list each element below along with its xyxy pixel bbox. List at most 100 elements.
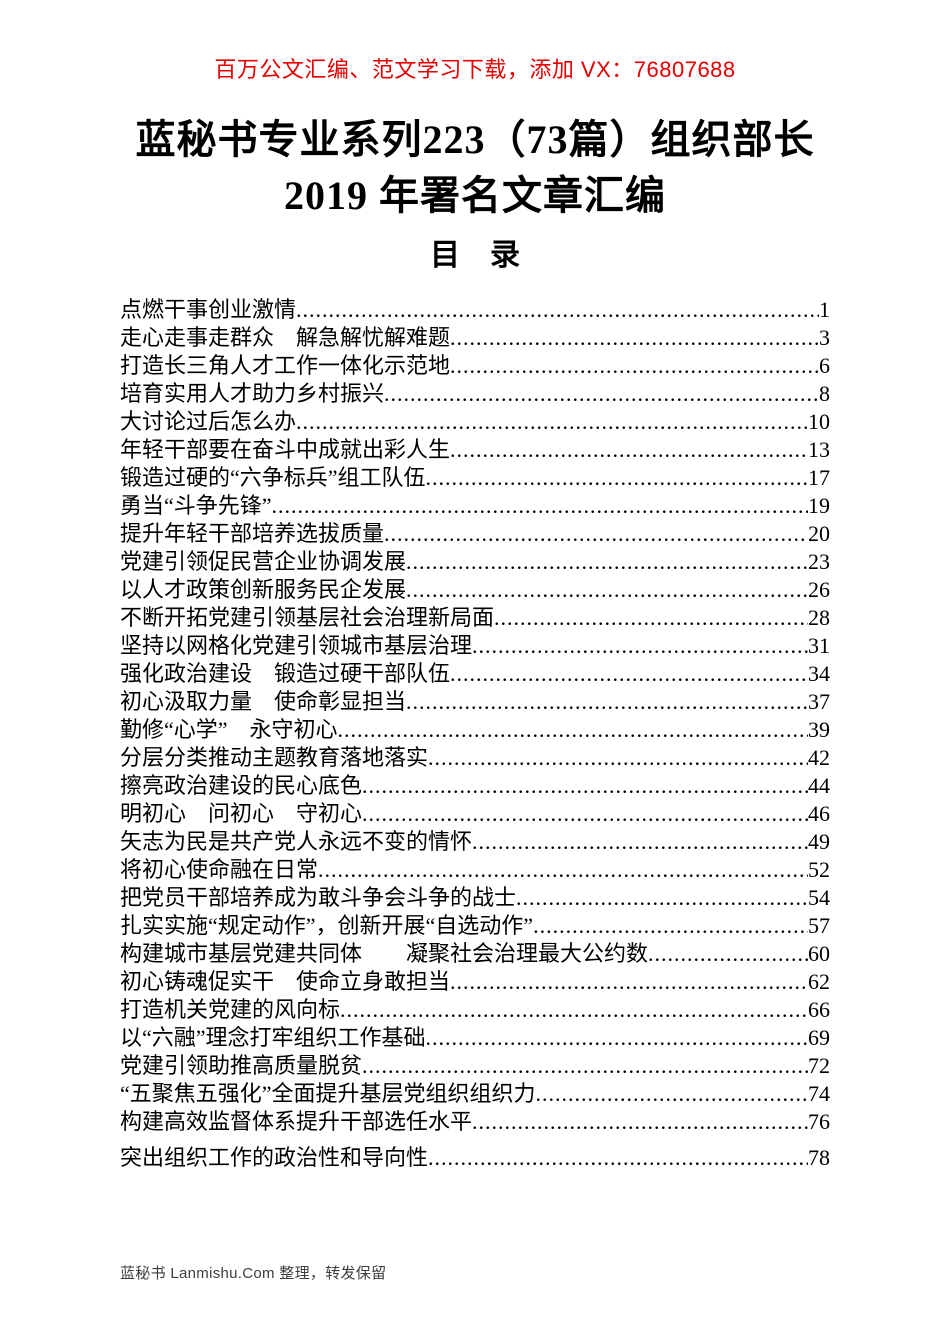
toc-entry-page: 20: [808, 521, 830, 546]
toc-entry-title: 强化政治建设 锻造过硬干部队伍: [120, 661, 451, 686]
toc-entry: 构建城市基层党建共同体 凝聚社会治理最大公约数 60: [120, 940, 830, 968]
toc-entry: 点燃干事创业激情 1: [120, 296, 830, 324]
toc-entry-page: 52: [808, 857, 830, 882]
toc-entry-title: 明初心 问初心 守初心: [120, 801, 363, 826]
toc-entry: 将初心使命融在日常 52: [120, 856, 830, 884]
toc-leader-dots: [450, 660, 808, 688]
toc-entry-page: 37: [808, 689, 830, 714]
toc-leader-dots: [472, 1108, 808, 1136]
toc-entry-title: 突出组织工作的政治性和导向性: [120, 1145, 429, 1170]
toc-list: 点燃干事创业激情 1 走心走事走群众 解急解忧解难题 3 打造长三角人才工作一体…: [120, 296, 830, 1172]
toc-entry-title: 打造长三角人才工作一体化示范地: [120, 353, 451, 378]
toc-entry-page: 69: [808, 1025, 830, 1050]
toc-entry-title: 坚持以网格化党建引领城市基层治理: [120, 633, 473, 658]
toc-entry: 锻造过硬的“六争标兵”组工队伍 17: [120, 464, 830, 492]
toc-entry-page: 42: [808, 745, 830, 770]
toc-entry-page: 19: [808, 493, 830, 518]
toc-entry-page: 76: [808, 1109, 830, 1134]
toc-leader-dots: [472, 632, 808, 660]
toc-entry-title: “五聚焦五强化”全面提升基层党组织组织力: [120, 1081, 536, 1106]
toc-entry: 分层分类推动主题教育落地落实 42: [120, 744, 830, 772]
toc-leader-dots: [533, 912, 808, 940]
toc-entry-page: 72: [808, 1053, 830, 1078]
toc-leader-dots: [450, 324, 819, 352]
toc-entry-page: 26: [808, 577, 830, 602]
toc-entry-title: 构建城市基层党建共同体 凝聚社会治理最大公约数: [120, 941, 649, 966]
toc-entry-title: 打造机关党建的风向标: [120, 997, 341, 1022]
toc-entry: 勇当“斗争先锋” 19: [120, 492, 830, 520]
toc-entry: 年轻干部要在奋斗中成就出彩人生 13: [120, 436, 830, 464]
toc-entry-title: 分层分类推动主题教育落地落实: [120, 745, 429, 770]
toc-entry: 明初心 问初心 守初心 46: [120, 800, 830, 828]
toc-entry-page: 44: [808, 773, 830, 798]
toc-entry-title: 勤修“心学” 永守初心: [120, 717, 338, 742]
toc-entry-title: 大讨论过后怎么办: [120, 409, 297, 434]
toc-leader-dots: [338, 716, 808, 744]
toc-entry: 强化政治建设 锻造过硬干部队伍 34: [120, 660, 830, 688]
toc-leader-dots: [406, 576, 808, 604]
toc-entry: 打造长三角人才工作一体化示范地 6: [120, 352, 830, 380]
toc-entry-page: 8: [819, 381, 830, 406]
toc-entry: 矢志为民是共产党人永远不变的情怀 49: [120, 828, 830, 856]
toc-entry: 把党员干部培养成为敢斗争会斗争的战士 54: [120, 884, 830, 912]
toc-entry-title: 党建引领促民营企业协调发展: [120, 549, 407, 574]
toc-entry: 培育实用人才助力乡村振兴 8: [120, 380, 830, 408]
toc-entry: 提升年轻干部培养选拔质量 20: [120, 520, 830, 548]
toc-entry: 打造机关党建的风向标 66: [120, 996, 830, 1024]
toc-entry-page: 66: [808, 997, 830, 1022]
toc-entry-title: 以“六融”理念打牢组织工作基础: [120, 1025, 426, 1050]
toc-leader-dots: [406, 688, 808, 716]
toc-heading: 目 录: [430, 239, 520, 272]
toc-entry: 以“六融”理念打牢组织工作基础 69: [120, 1024, 830, 1052]
toc-entry: 突出组织工作的政治性和导向性 78: [120, 1144, 830, 1172]
toc-leader-dots: [426, 1024, 808, 1052]
toc-entry: 构建高效监督体系提升干部选任水平 76: [120, 1108, 830, 1136]
toc-leader-dots: [472, 828, 808, 856]
toc-leader-dots: [450, 436, 808, 464]
toc-entry: 擦亮政治建设的民心底色 44: [120, 772, 830, 800]
toc-entry-title: 党建引领助推高质量脱贫: [120, 1053, 363, 1078]
toc-entry-title: 点燃干事创业激情: [120, 297, 297, 322]
toc-entry-page: 78: [808, 1145, 830, 1170]
toc-entry-title: 培育实用人才助力乡村振兴: [120, 381, 385, 406]
toc-entry-page: 10: [808, 409, 830, 434]
toc-entry: 大讨论过后怎么办 10: [120, 408, 830, 436]
toc-entry-page: 3: [819, 325, 830, 350]
toc-leader-dots: [450, 968, 808, 996]
toc-entry-page: 60: [808, 941, 830, 966]
toc-entry-title: 以人才政策创新服务民企发展: [120, 577, 407, 602]
toc-entry: 初心铸魂促实干 使命立身敢担当 62: [120, 968, 830, 996]
toc-entry-title: 矢志为民是共产党人永远不变的情怀: [120, 829, 473, 854]
toc-leader-dots: [428, 1144, 808, 1172]
toc-leader-dots: [536, 1080, 808, 1108]
toc-leader-dots: [362, 772, 808, 800]
toc-entry-page: 28: [808, 605, 830, 630]
toc-entry-title: 将初心使命融在日常: [120, 857, 319, 882]
toc-entry-title: 勇当“斗争先锋”: [120, 493, 272, 518]
toc-entry-title: 把党员干部培养成为敢斗争会斗争的战士: [120, 885, 517, 910]
toc-entry-page: 17: [808, 465, 830, 490]
toc-leader-dots: [406, 548, 808, 576]
toc-leader-dots: [648, 940, 808, 968]
toc-entry-page: 39: [808, 717, 830, 742]
toc-leader-dots: [384, 520, 808, 548]
toc-entry: 勤修“心学” 永守初心 39: [120, 716, 830, 744]
toc-entry: 走心走事走群众 解急解忧解难题 3: [120, 324, 830, 352]
toc-entry: 扎实实施“规定动作”，创新开展“自选动作” 57: [120, 912, 830, 940]
toc-entry-page: 23: [808, 549, 830, 574]
toc-leader-dots: [296, 296, 819, 324]
toc-entry: “五聚焦五强化”全面提升基层党组织组织力 74: [120, 1080, 830, 1108]
toc-leader-dots: [384, 380, 819, 408]
toc-entry: 党建引领助推高质量脱贫 72: [120, 1052, 830, 1080]
toc-entry: 不断开拓党建引领基层社会治理新局面 28: [120, 604, 830, 632]
toc-entry: 初心汲取力量 使命彰显担当 37: [120, 688, 830, 716]
toc-leader-dots: [362, 800, 808, 828]
toc-entry-title: 不断开拓党建引领基层社会治理新局面: [120, 605, 495, 630]
document-title: 蓝秘书专业系列223（73篇）组织部长 2019 年署名文章汇编: [60, 112, 890, 224]
header-notice: 百万公文汇编、范文学习下载，添加 VX：76807688: [214, 57, 736, 82]
toc-entry-page: 31: [808, 633, 830, 658]
toc-entry-page: 13: [808, 437, 830, 462]
toc-entry-page: 49: [808, 829, 830, 854]
toc-entry-page: 57: [808, 913, 830, 938]
toc-entry-page: 6: [819, 353, 830, 378]
